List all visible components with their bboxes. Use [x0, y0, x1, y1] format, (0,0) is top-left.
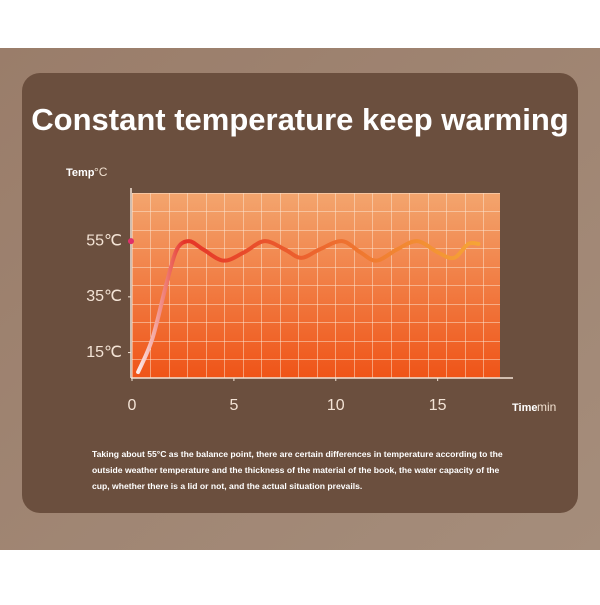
temperature-line: [136, 239, 481, 375]
y-tick-label: 35℃: [86, 288, 122, 305]
y-axis-unit: °C: [94, 165, 108, 179]
x-tick-label: 5: [229, 397, 238, 414]
balance-marker: [128, 238, 134, 245]
grid-pattern: [132, 193, 500, 378]
chart-title: Constant temperature keep warming: [31, 102, 568, 137]
y-tick-label: 55℃: [86, 232, 122, 249]
x-tick-label: 10: [327, 397, 345, 414]
note: Taking about 55°C as the balance point, …: [92, 449, 503, 491]
x-tick-label: 0: [128, 397, 137, 414]
x-axis-unit: min: [537, 400, 556, 414]
y-tick-label: 15℃: [86, 344, 122, 361]
y-axis-label: Temp: [66, 167, 95, 179]
note-box: Taking about 55°C as the balance point, …: [92, 449, 503, 491]
x-axis-label: Time: [512, 402, 537, 414]
x-tick-label: 15: [429, 397, 447, 414]
